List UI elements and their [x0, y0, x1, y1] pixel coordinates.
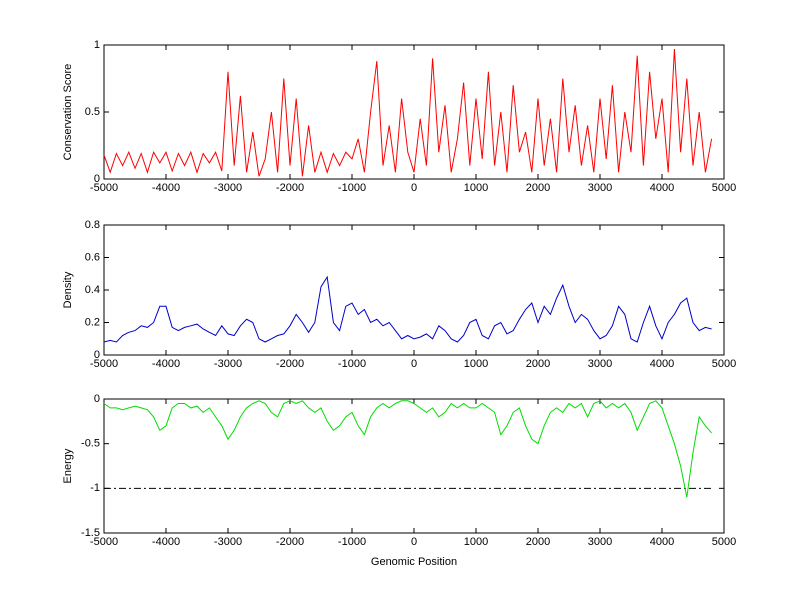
x-tick-label: -1000	[338, 358, 366, 370]
x-tick-label: 1000	[464, 536, 488, 548]
y-tick-label: 0.2	[85, 316, 100, 328]
x-tick-label: 3000	[588, 182, 612, 194]
y-tick-label: 0	[94, 349, 100, 361]
x-tick-label: 2000	[526, 536, 550, 548]
x-tick-label: -1000	[338, 536, 366, 548]
data-line	[103, 48, 713, 177]
x-tick-label: 0	[411, 358, 417, 370]
x-tick-label: -5000	[90, 358, 118, 370]
x-tick-label: -4000	[152, 536, 180, 548]
data-line	[103, 400, 712, 498]
x-tick-label: 4000	[650, 358, 674, 370]
x-tick-label: 4000	[650, 182, 674, 194]
x-tick-label: 0	[411, 182, 417, 194]
x-axis-label: Genomic Position	[371, 556, 457, 568]
y-tick-label: 0	[94, 173, 100, 185]
x-tick-label: -3000	[214, 358, 242, 370]
y-tick-label: -1	[90, 482, 100, 494]
x-tick-label: -3000	[214, 182, 242, 194]
y-tick-label: 0.4	[85, 284, 100, 296]
data-line	[103, 275, 712, 343]
x-tick-label: -5000	[90, 182, 118, 194]
y-tick-label: 0.6	[85, 251, 100, 263]
axes-box	[103, 398, 725, 534]
x-tick-label: 1000	[464, 358, 488, 370]
x-tick-label: 2000	[526, 358, 550, 370]
x-tick-label: -1000	[338, 182, 366, 194]
y-tick-label: 0.5	[85, 106, 100, 118]
y-tick-label: -0.5	[81, 438, 100, 450]
x-tick-label: -2000	[276, 358, 304, 370]
y-tick-label: 1	[94, 39, 100, 51]
y-axis-label: Density	[62, 271, 74, 308]
x-tick-label: -4000	[152, 182, 180, 194]
x-tick-label: -2000	[276, 182, 304, 194]
y-tick-label: 0.8	[85, 219, 100, 231]
x-tick-label: -2000	[276, 536, 304, 548]
y-tick-label: -1.5	[81, 527, 100, 539]
x-tick-label: 4000	[650, 536, 674, 548]
x-tick-label: 5000	[712, 182, 736, 194]
x-tick-label: 5000	[712, 358, 736, 370]
x-tick-label: 3000	[588, 536, 612, 548]
x-tick-label: -5000	[90, 536, 118, 548]
x-tick-label: 2000	[526, 182, 550, 194]
y-axis-label: Energy	[62, 448, 74, 483]
x-tick-label: 3000	[588, 358, 612, 370]
y-tick-label: 0	[94, 393, 100, 405]
x-tick-label: 1000	[464, 182, 488, 194]
axes-box	[103, 44, 725, 180]
x-tick-label: -4000	[152, 358, 180, 370]
x-tick-label: -3000	[214, 536, 242, 548]
x-tick-label: 5000	[712, 536, 736, 548]
axes-box	[103, 224, 725, 356]
x-tick-label: 0	[411, 536, 417, 548]
y-axis-label: Conservation Score	[62, 64, 74, 161]
